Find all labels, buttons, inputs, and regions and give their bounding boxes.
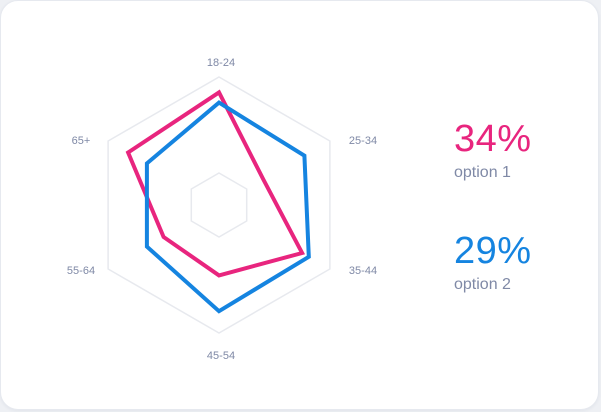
axis-label-65plus: 65+: [72, 135, 91, 147]
grid-ring-0: [190, 172, 248, 238]
option-2-label: option 2: [454, 276, 511, 293]
series-option-1-line: [125, 89, 306, 278]
axis-label-25-34: 25-34: [349, 135, 377, 147]
axis-label-35-44: 35-44: [349, 265, 377, 277]
legend-option-1: 34% option 1: [454, 119, 532, 183]
grid-ring-1: [107, 76, 331, 334]
radar-chart: 18-24 25-34 35-44 45-54 55-64 65+: [1, 1, 441, 409]
option-2-share: 29%: [454, 230, 532, 272]
axis-label-55-64: 55-64: [67, 265, 95, 277]
option-1-share: 34%: [454, 118, 532, 160]
axis-label-18-24: 18-24: [207, 57, 235, 69]
radar-svg: 18-24 25-34 35-44 45-54 55-64 65+: [67, 57, 377, 362]
series-option-2-line: [144, 100, 311, 314]
option-1-label: option 1: [454, 164, 511, 181]
legend-option-2: 29% option 2: [454, 231, 532, 295]
axis-label-45-54: 45-54: [207, 350, 235, 362]
